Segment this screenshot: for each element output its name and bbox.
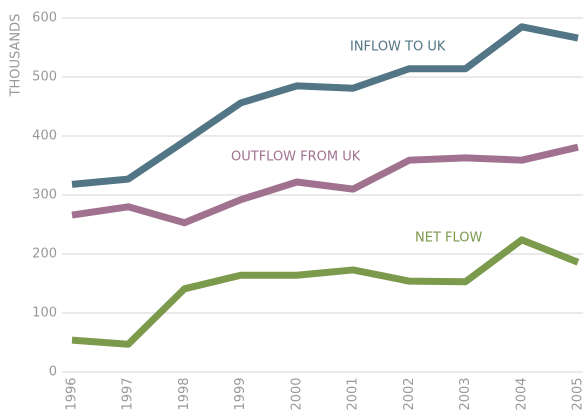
y-axis-label: THOUSANDS [9,14,24,98]
series-label: INFLOW TO UK [350,40,446,55]
y-tick-label: 500 [32,70,57,85]
x-tick-label: 1996 [65,377,80,410]
x-tick-label: 2001 [346,377,361,410]
y-tick-label: 600 [32,11,57,26]
line [71,236,580,348]
x-tick-label: 2002 [402,377,417,410]
x-tick-label: 1998 [177,377,192,410]
series-label: NET FLOW [415,231,483,246]
series-label: OUTFLOW FROM UK [231,150,361,165]
y-tick-label: 200 [32,247,57,262]
x-tick-label: 1997 [121,377,136,410]
line [71,23,579,188]
x-tick-label: 2003 [458,377,473,410]
y-tick-label: 400 [32,129,57,144]
y-tick-label: 0 [49,365,57,380]
y-tick-label: 300 [32,188,57,203]
y-tick-label: 100 [32,306,57,321]
line [71,143,579,227]
x-tick-label: 1999 [233,377,248,410]
x-tick-label: 2005 [571,377,583,410]
x-tick-label: 2000 [289,377,304,410]
x-tick-label: 2004 [514,377,529,410]
